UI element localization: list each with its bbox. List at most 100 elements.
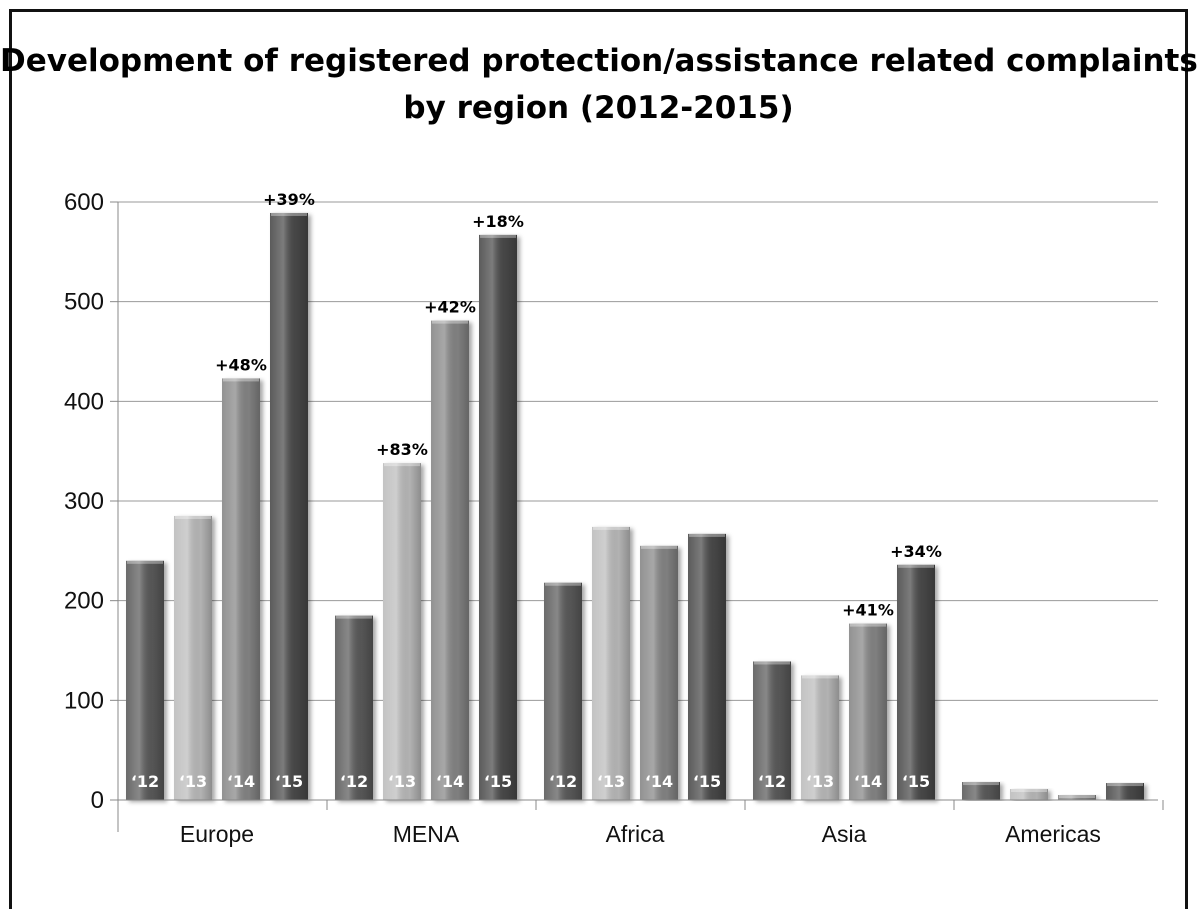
year-label: ‘15 [693,772,721,791]
chart-title: Development of registered protection/ass… [0,38,1197,132]
bar-sheen [383,463,421,800]
bar [1058,795,1096,800]
bar-top-highlight [754,661,790,665]
year-label: ‘15 [484,772,512,791]
x-tick-label: Americas [1005,821,1101,847]
bar [753,661,791,800]
growth-annotation: +83% [376,440,428,459]
year-label: ‘12 [131,772,159,791]
bar-sheen [688,533,726,800]
growth-annotation: +41% [842,601,894,620]
bar [688,533,726,800]
y-tick-label: 200 [64,588,104,615]
bar-top-highlight [689,533,725,537]
bar [1106,783,1144,800]
bar-sheen [592,526,630,800]
year-label: ‘15 [275,772,303,791]
growth-annotation: +18% [472,212,524,231]
bar-top-highlight [384,463,420,467]
year-label: ‘14 [227,772,255,791]
bar [897,564,935,800]
x-tick-label: Europe [180,821,254,847]
bar-top-highlight [223,378,259,382]
bar-sheen [222,378,260,800]
bar-sheen [962,782,1000,800]
bar-top-highlight [545,582,581,586]
bar-sheen [544,582,582,800]
bar [544,582,582,800]
y-tick-label: 300 [64,488,104,515]
bar-top-highlight [271,212,307,216]
bar-sheen [1058,795,1096,800]
bar-sheen [270,212,308,801]
y-tick-label: 400 [64,388,104,415]
year-label: ‘13 [179,772,207,791]
bar [270,212,308,801]
bar-sheen [1010,789,1048,800]
bar-top-highlight [1107,783,1143,787]
year-label: ‘14 [436,772,464,791]
bar-sheen [174,515,212,800]
y-tick-label: 500 [64,289,104,316]
y-tick-label: 600 [64,189,104,216]
bar-sheen [431,320,469,800]
bar-top-highlight [432,320,468,324]
bar [962,782,1000,800]
year-label: ‘13 [388,772,416,791]
year-label: ‘12 [758,772,786,791]
bar-sheen [753,661,791,800]
year-label: ‘13 [806,772,834,791]
bar-sheen [801,675,839,800]
x-axis: Europe MENA Africa Asia Americas [117,799,1164,847]
bar-top-highlight [1059,795,1095,799]
bar-sheen [849,623,887,800]
bar [383,463,421,800]
bar [126,560,164,800]
y-axis: 0 100 200 300 400 500 600 [64,189,119,832]
year-label: ‘13 [597,772,625,791]
bar-sheen [640,545,678,800]
bar [222,378,260,800]
bar-sheen [126,560,164,800]
bar [801,675,839,800]
bar-top-highlight [593,526,629,530]
year-label: ‘14 [854,772,882,791]
x-tick-label: Africa [606,821,665,847]
bar-sheen [897,564,935,800]
growth-annotation: +39% [263,190,315,209]
bar-top-highlight [802,675,838,679]
bar [1010,789,1048,800]
bar-top-highlight [1011,789,1047,793]
chart-title-line-1: Development of registered protection/ass… [0,43,1197,79]
growth-annotation: +34% [890,542,942,561]
growth-annotation: +48% [215,355,267,374]
bar [479,234,517,800]
bar-top-highlight [641,545,677,549]
bar [431,320,469,800]
growth-annotation: +42% [424,298,476,317]
bar-top-highlight [175,515,211,519]
bar-top-highlight [850,623,886,627]
bar-sheen [335,615,373,800]
bar [640,545,678,800]
bar-top-highlight [963,782,999,786]
year-label: ‘12 [340,772,368,791]
bar [174,515,212,800]
data-labels: ‘12 ‘13 ‘14 ‘15 ‘12 ‘13 ‘14 ‘15 ‘12 ‘13 ‘14 ‘15 ‘12 ‘… [131,190,942,791]
y-tick-label: 0 [91,787,104,814]
y-tick-label: 100 [64,687,104,714]
x-tick-label: Asia [822,821,867,847]
x-tick-label: MENA [393,821,460,847]
year-label: ‘15 [902,772,930,791]
bar-sheen [479,234,517,800]
bar [335,615,373,800]
year-label: ‘14 [645,772,673,791]
bar-top-highlight [336,615,372,619]
year-label: ‘12 [549,772,577,791]
chart-title-line-2: by region (2012-2015) [403,90,794,126]
bar-top-highlight [898,564,934,568]
bar-top-highlight [480,234,516,238]
bar [592,526,630,800]
bar [849,623,887,800]
